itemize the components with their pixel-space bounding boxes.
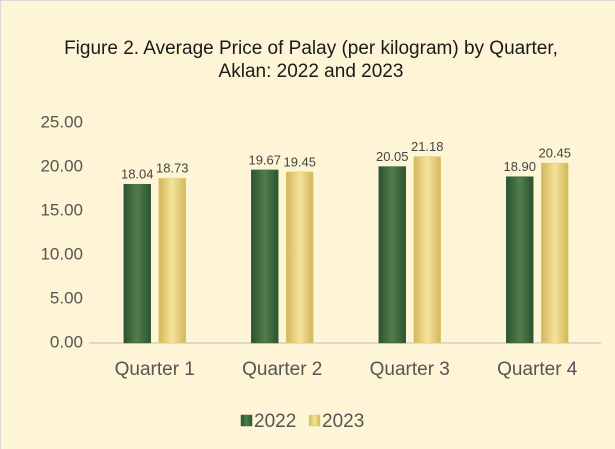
bar (378, 166, 406, 344)
y-tick-label: 10.00 (40, 244, 83, 263)
legend-swatch (308, 414, 321, 427)
y-tick-label: 5.00 (50, 288, 83, 307)
data-label: 19.67 (248, 152, 281, 167)
y-tick-label: 15.00 (40, 200, 83, 219)
bar (123, 183, 151, 344)
bar (413, 156, 441, 344)
x-tick-label: Quarter 1 (115, 359, 195, 380)
data-label: 18.90 (503, 159, 536, 174)
data-label: 19.45 (283, 154, 316, 169)
bar (506, 176, 534, 344)
x-tick-label: Quarter 3 (370, 359, 450, 380)
data-label: 20.45 (538, 145, 571, 160)
y-tick-label: 25.00 (40, 112, 83, 131)
data-label: 21.18 (411, 139, 444, 154)
legend-label: 2022 (254, 411, 296, 432)
bar (286, 171, 314, 344)
x-tick-label: Quarter 2 (242, 359, 322, 380)
legend-label: 2023 (322, 411, 364, 432)
bar (251, 169, 279, 344)
bar (541, 162, 569, 344)
y-tick-label: 20.00 (40, 156, 83, 175)
x-tick-label: Quarter 4 (497, 359, 578, 380)
bar (158, 177, 186, 344)
legend-swatch (240, 414, 253, 427)
data-label: 18.04 (121, 167, 154, 182)
data-label: 18.73 (156, 161, 189, 176)
chart-title: Figure 2. Average Price of Palay (per ki… (64, 38, 558, 82)
data-label: 20.05 (376, 149, 409, 164)
y-tick-label: 0.00 (50, 332, 83, 351)
